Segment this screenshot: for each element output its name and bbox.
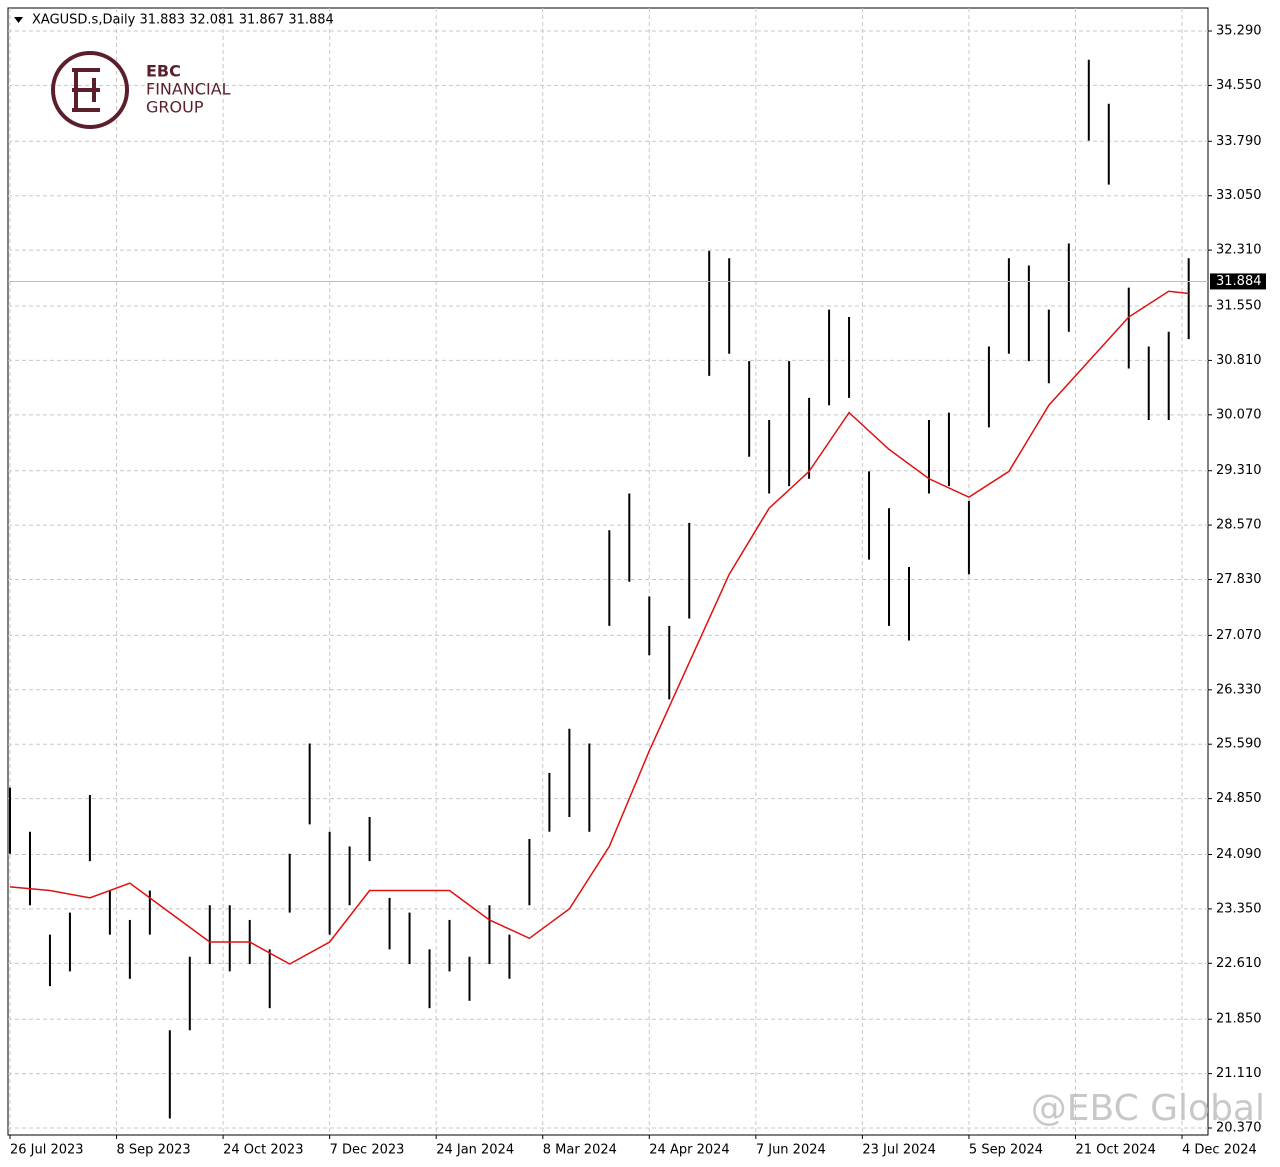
brand-line: EBC bbox=[146, 62, 181, 81]
y-tick-label: 25.590 bbox=[1216, 737, 1262, 752]
y-tick-label: 30.810 bbox=[1216, 353, 1262, 368]
last-price-label: 31.884 bbox=[1216, 274, 1262, 289]
last-price-box bbox=[1210, 273, 1266, 290]
y-tick-label: 32.310 bbox=[1216, 243, 1262, 258]
y-tick-label: 21.110 bbox=[1216, 1066, 1262, 1081]
y-tick-label: 33.050 bbox=[1216, 188, 1262, 203]
y-tick-label: 28.570 bbox=[1216, 518, 1262, 533]
x-tick-label: 26 Jul 2023 bbox=[10, 1143, 84, 1158]
x-tick-label: 7 Jun 2024 bbox=[756, 1143, 826, 1158]
x-tick-label: 7 Dec 2023 bbox=[330, 1143, 405, 1158]
y-tick-label: 20.370 bbox=[1216, 1121, 1262, 1136]
logo-mark bbox=[72, 68, 100, 112]
y-tick-label: 24.090 bbox=[1216, 847, 1262, 862]
y-tick-label: 21.850 bbox=[1216, 1012, 1262, 1027]
x-tick-label: 23 Jul 2024 bbox=[862, 1143, 936, 1158]
y-tick-label: 35.290 bbox=[1216, 24, 1262, 39]
y-tick-label: 23.350 bbox=[1216, 901, 1262, 916]
y-tick-label: 27.830 bbox=[1216, 572, 1262, 587]
y-tick-label: 30.070 bbox=[1216, 407, 1262, 422]
brand-line: GROUP bbox=[146, 98, 204, 117]
x-tick-label: 4 Dec 2024 bbox=[1182, 1143, 1257, 1158]
moving-average bbox=[9, 290, 1189, 965]
y-tick-label: 31.550 bbox=[1216, 298, 1262, 313]
brand-line: FINANCIAL bbox=[146, 80, 231, 99]
x-tick-label: 8 Mar 2024 bbox=[543, 1143, 617, 1158]
watermark: @EBC Global bbox=[1031, 1088, 1265, 1129]
x-tick-label: 21 Oct 2024 bbox=[1075, 1143, 1155, 1158]
x-tick-label: 5 Sep 2024 bbox=[969, 1143, 1043, 1158]
x-tick-label: 24 Apr 2024 bbox=[649, 1143, 729, 1158]
y-tick-label: 27.070 bbox=[1216, 628, 1262, 643]
x-tick-label: 24 Oct 2023 bbox=[223, 1143, 303, 1158]
logo: EBC FINANCIAL GROUP bbox=[51, 51, 231, 129]
y-tick-label: 26.330 bbox=[1216, 682, 1262, 697]
y-tick-label: 24.850 bbox=[1216, 791, 1262, 806]
y-tick-label: 29.310 bbox=[1216, 463, 1262, 478]
menu-arrow bbox=[14, 17, 23, 23]
y-tick-label: 33.790 bbox=[1216, 134, 1262, 149]
y-tick-label: 34.550 bbox=[1216, 78, 1262, 93]
x-tick-label: 8 Sep 2023 bbox=[117, 1143, 191, 1158]
plot-frame bbox=[7, 7, 1209, 1136]
logo-ring bbox=[51, 51, 129, 129]
y-tick-label: 22.610 bbox=[1216, 956, 1262, 971]
layer bbox=[8, 8, 1208, 1135]
x-tick-label: 24 Jan 2024 bbox=[436, 1143, 514, 1158]
chart-title: XAGUSD.s,Daily 31.883 32.081 31.867 31.8… bbox=[32, 13, 334, 28]
